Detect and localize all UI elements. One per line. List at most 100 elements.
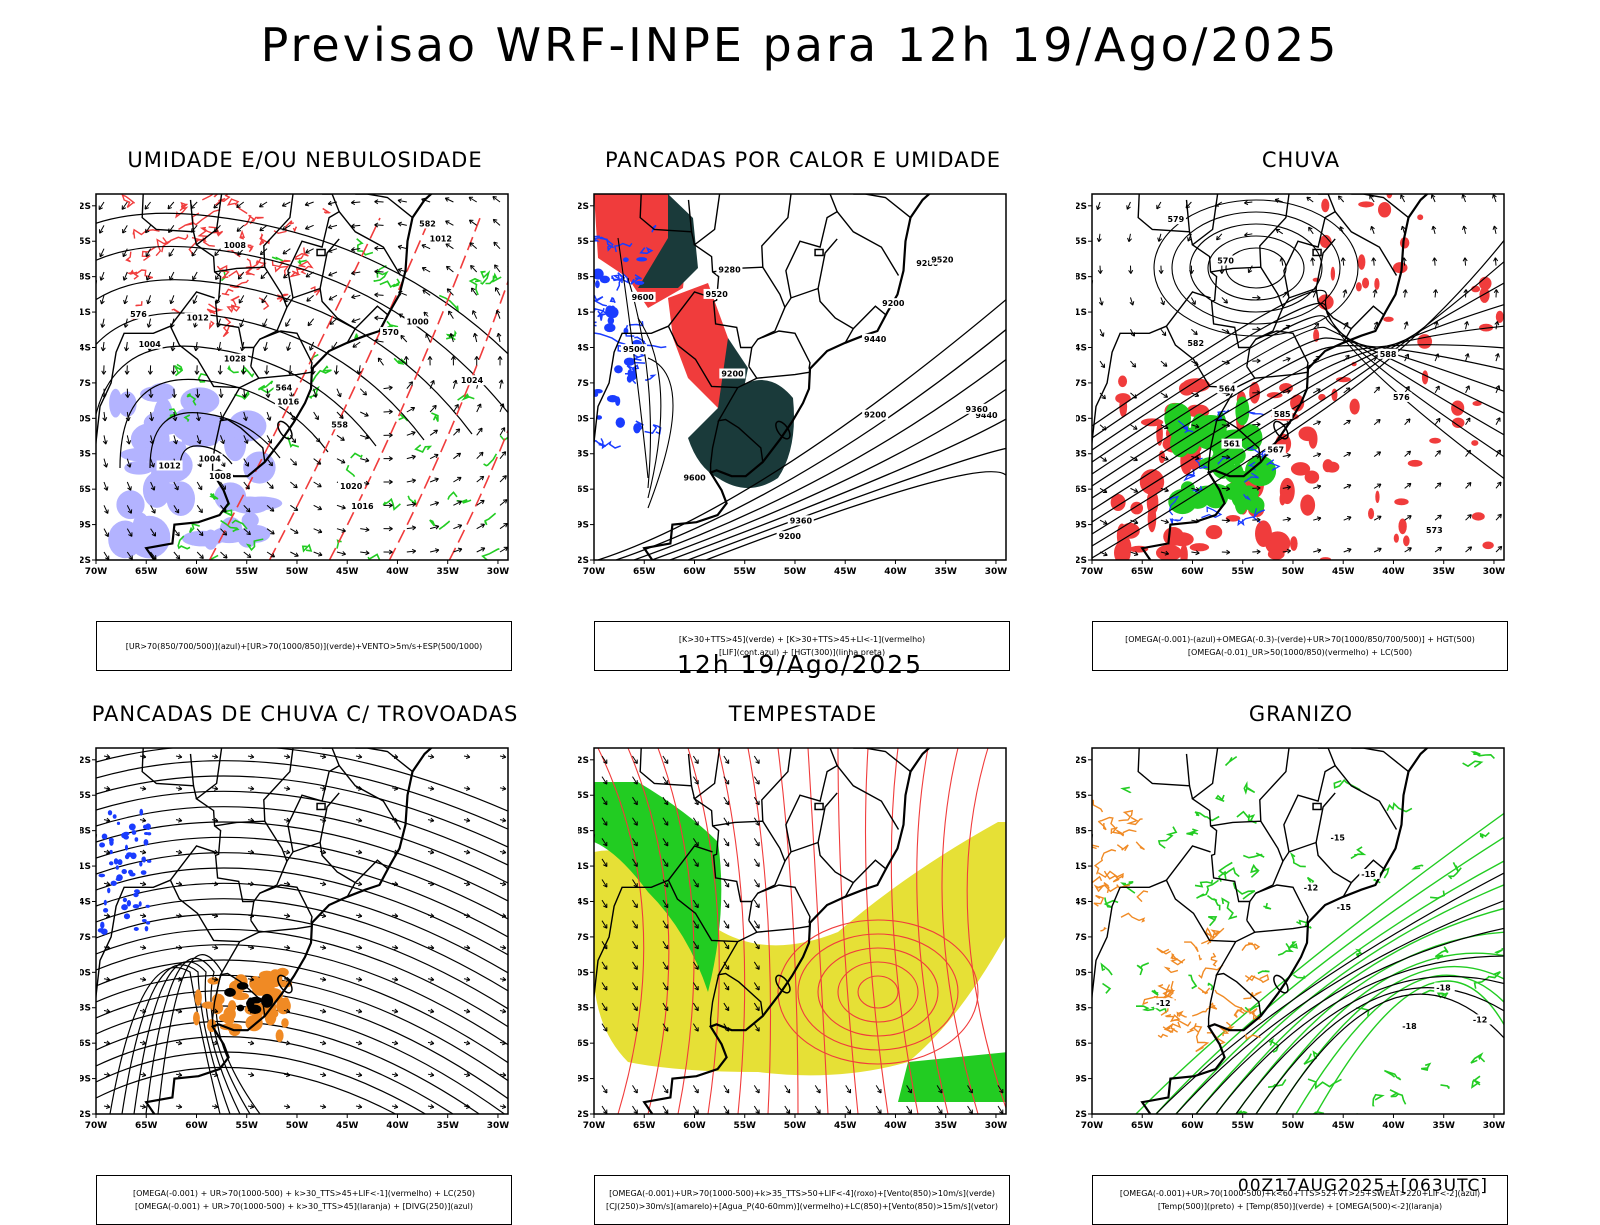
field-blob [129, 872, 135, 876]
lon-tick-label: 50W [286, 1121, 309, 1131]
lon-tick-label: 70W [583, 1121, 606, 1131]
field-blob [143, 825, 148, 830]
field-blob [1206, 525, 1223, 539]
legend-line-1: [OMEGA(-0.001)-(azul)+OMEGA(-0.3)-(verde… [1093, 633, 1507, 646]
lat-tick-label: 21S [578, 308, 589, 318]
lat-tick-label: 21S [80, 308, 91, 318]
field-blob [1482, 541, 1493, 549]
contour-label: 9200 [864, 411, 887, 420]
lon-tick-label: 45W [1332, 567, 1355, 577]
contour-squiggle [1222, 899, 1237, 919]
field-blob [1318, 394, 1326, 401]
contour-squiggle [163, 235, 188, 244]
lat-tick-label: 33S [1076, 1004, 1087, 1014]
contour-label: 561 [1223, 440, 1240, 449]
contour-squiggle [374, 272, 387, 281]
field-blob [147, 832, 151, 835]
contour-label: 579 [1167, 215, 1184, 224]
lat-tick-label: 39S [1076, 521, 1087, 531]
contour-squiggle [1159, 827, 1176, 848]
federal-district-icon [317, 803, 325, 809]
contour-squiggle [1390, 1090, 1406, 1105]
lat-tick-label: 39S [80, 521, 91, 531]
contour-squiggle [1103, 984, 1111, 994]
contour-squiggle [1430, 891, 1444, 899]
field-blob [623, 257, 629, 262]
lat-tick-label: 24S [80, 343, 91, 353]
lon-tick-label: 35W [1432, 567, 1455, 577]
lon-tick-label: 55W [236, 1121, 259, 1131]
field-blob [636, 257, 647, 261]
contour-label: 1028 [224, 355, 247, 364]
border-line [254, 289, 355, 348]
field-blob [635, 281, 645, 285]
contour-squiggle [347, 465, 355, 476]
contour-label: 9440 [864, 335, 887, 344]
contour-squiggle [258, 381, 275, 393]
temp-850-green-isotherm [1136, 812, 1506, 1114]
map-content [578, 732, 1008, 1120]
field-blob [1374, 278, 1379, 290]
contour-squiggle [393, 279, 399, 287]
contour-squiggle [179, 223, 192, 229]
contour-squiggle [645, 375, 654, 380]
field-blob [1323, 459, 1333, 472]
contour-squiggle [1311, 1112, 1324, 1120]
contour-squiggle [1098, 821, 1106, 830]
field-blob [1180, 544, 1188, 565]
field-blob [127, 900, 131, 906]
field-blob [147, 860, 152, 863]
contour-label: -18 [1436, 984, 1451, 993]
contour-squiggle [175, 364, 182, 375]
lon-tick-label: 30W [985, 567, 1008, 577]
field-blob [281, 1018, 289, 1028]
lat-tick-label: 12S [578, 756, 589, 766]
field-blob [1291, 462, 1310, 476]
field-blob [145, 926, 149, 931]
field-blob [107, 888, 110, 894]
field-blob [265, 1009, 277, 1026]
contour-squiggle [645, 425, 661, 434]
map-content [80, 732, 510, 1152]
lon-tick-label: 35W [934, 567, 957, 577]
contour-squiggle [136, 301, 142, 306]
contour-squiggle [1086, 798, 1103, 812]
border-line [1284, 212, 1397, 298]
border-line [1260, 194, 1289, 267]
lat-tick-label: 39S [578, 521, 589, 531]
border-line [1209, 975, 1217, 1027]
lon-tick-label: 60W [1181, 1121, 1204, 1131]
field-blob [633, 423, 641, 433]
contour-squiggle [357, 239, 373, 255]
contour-squiggle [1136, 842, 1144, 850]
panel-title: CHUVA [1076, 148, 1526, 172]
legend-line-2: [CJ(250)>30m/s](amarelo)+[Agua_P(40-60mm… [595, 1200, 1009, 1213]
map-tempestade: 70W65W60W55W50W45W40W35W30W12S15S18S21S2… [578, 732, 1028, 1152]
contour-squiggle [1157, 948, 1171, 954]
border-line [853, 748, 910, 772]
lon-tick-label: 30W [487, 567, 510, 577]
lon-tick-label: 50W [1282, 567, 1305, 577]
field-blob [595, 280, 600, 288]
lat-tick-label: 24S [1076, 897, 1087, 907]
field-blob [1171, 532, 1194, 546]
field-blob [1190, 543, 1209, 551]
streamline [96, 899, 510, 992]
lon-tick-label: 45W [336, 1121, 359, 1131]
field-blob [135, 837, 139, 841]
lat-tick-label: 42S [80, 1110, 91, 1120]
lon-tick-label: 50W [286, 567, 309, 577]
lat-tick-label: 15S [80, 791, 91, 801]
field-blob [1300, 495, 1315, 516]
field-blob [125, 845, 128, 851]
contour-squiggle [1421, 1064, 1430, 1070]
panel-legend: [OMEGA(-0.001) + UR>70(1000-500) + k>30_… [96, 1175, 512, 1225]
field-blob [1187, 491, 1209, 508]
lon-tick-label: 55W [734, 1121, 757, 1131]
field-blob [1368, 508, 1374, 519]
